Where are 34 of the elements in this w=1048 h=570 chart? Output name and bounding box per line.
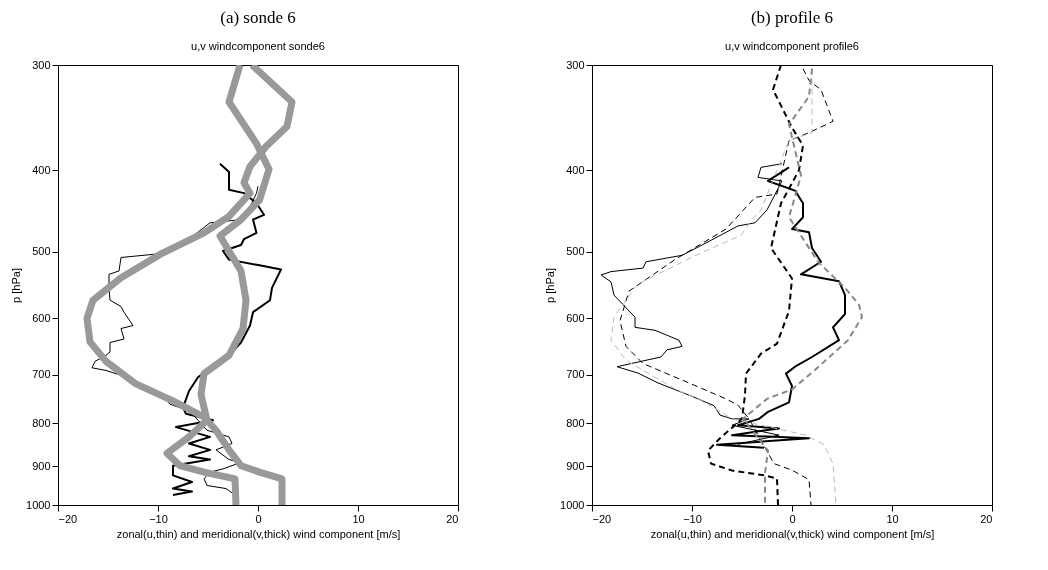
x-axis-title: zonal(u,thin) and meridional(v,thick) wind component [m/s] — [650, 527, 935, 540]
chart-subtitle: u,v windcomponent profile6 — [725, 40, 859, 52]
y-tick-label: 400 — [566, 163, 585, 176]
y-tick-label: 1000 — [560, 498, 585, 511]
x-tick-label: 0 — [255, 512, 262, 525]
x-tick-label: 10 — [886, 512, 899, 525]
y-tick-label: 600 — [566, 311, 585, 324]
y-tick-label: 600 — [32, 311, 51, 324]
chart-title: (a) sonde 6 — [220, 8, 296, 27]
x-tick-label: 20 — [980, 512, 993, 525]
y-axis-title: p [hPa] — [544, 268, 557, 303]
y-tick-label: 400 — [32, 163, 51, 176]
x-tick-label: 0 — [789, 512, 796, 525]
x-axis-title: zonal(u,thin) and meridional(v,thick) wind component [m/s] — [116, 527, 401, 540]
x-tick-label: −10 — [683, 512, 702, 525]
y-axis-title: p [hPa] — [10, 268, 23, 303]
y-tick-label: 900 — [32, 460, 51, 472]
x-tick-label: 20 — [446, 512, 459, 525]
y-tick-label: 300 — [566, 58, 585, 71]
y-tick-label: 1000 — [26, 498, 51, 511]
chart-subtitle: u,v windcomponent sonde6 — [191, 40, 325, 52]
x-tick-label: −10 — [149, 512, 168, 525]
y-tick-label: 800 — [566, 416, 585, 429]
x-tick-label: 10 — [352, 512, 365, 525]
chart-title: (b) profile 6 — [750, 8, 834, 27]
y-tick-label: 300 — [32, 58, 51, 71]
y-tick-label: 800 — [32, 416, 51, 429]
y-tick-label: 900 — [566, 460, 585, 472]
y-tick-label: 700 — [566, 368, 585, 381]
x-tick-label: −20 — [58, 512, 78, 525]
y-tick-label: 500 — [566, 245, 585, 258]
x-tick-label: −20 — [592, 512, 612, 525]
y-tick-label: 500 — [32, 245, 51, 258]
y-tick-label: 700 — [32, 368, 51, 381]
